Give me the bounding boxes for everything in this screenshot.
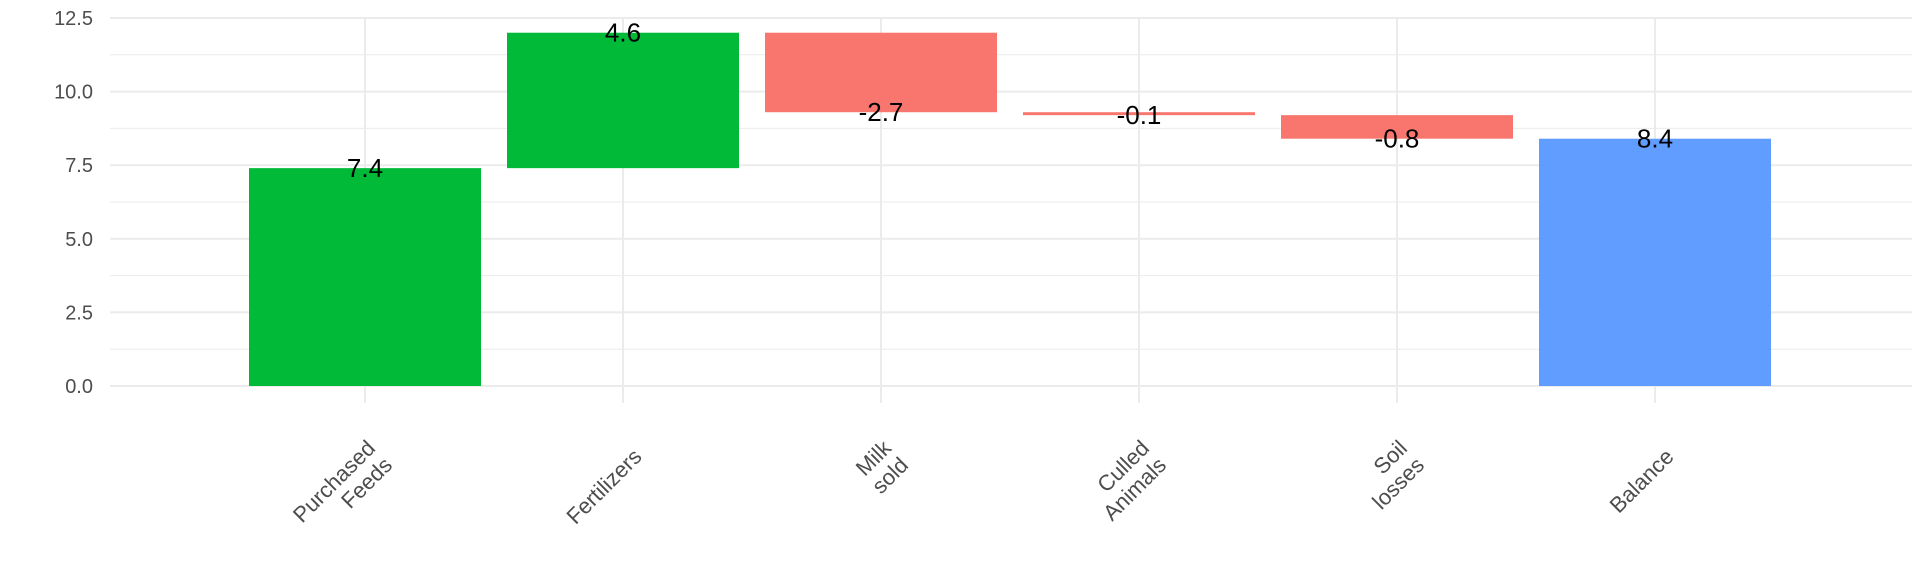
waterfall-bar xyxy=(1281,115,1513,139)
x-tick-label: Milksold xyxy=(850,435,914,499)
bars xyxy=(249,32,1771,386)
x-tick-label: Soillosses xyxy=(1350,435,1429,514)
y-tick-label: 12.5 xyxy=(54,8,93,30)
x-tick-label: CulledAnimals xyxy=(1081,435,1171,525)
svg-text:CulledAnimals: CulledAnimals xyxy=(1081,435,1171,525)
svg-text:Milksold: Milksold xyxy=(850,435,914,499)
waterfall-bar xyxy=(249,168,481,386)
x-axis-ticks: PurchasedFeeds Fertilizers Milksold CulledA… xyxy=(288,435,1679,544)
y-tick-label: 0.0 xyxy=(65,376,93,398)
svg-text:Balance: Balance xyxy=(1605,444,1679,518)
y-tick-label: 5.0 xyxy=(65,229,93,251)
svg-text:Soillosses: Soillosses xyxy=(1350,435,1429,514)
y-axis-ticks: 0.0 2.5 5.0 7.5 10.0 12.5 xyxy=(54,8,93,398)
data-label: 7.4 xyxy=(347,153,383,183)
svg-text:PurchasedFeeds: PurchasedFeeds xyxy=(288,435,397,544)
data-label: -0.1 xyxy=(1117,100,1162,130)
waterfall-bar xyxy=(507,32,739,169)
waterfall-bar xyxy=(765,32,997,113)
y-tick-label: 7.5 xyxy=(65,155,93,177)
y-tick-label: 10.0 xyxy=(54,82,93,104)
x-tick-label: Balance xyxy=(1605,444,1679,518)
x-tick-label: PurchasedFeeds xyxy=(288,435,397,544)
data-label: 8.4 xyxy=(1637,124,1673,154)
y-tick-label: 2.5 xyxy=(65,302,93,324)
data-label: -2.7 xyxy=(859,97,904,127)
waterfall-bar xyxy=(1539,138,1771,386)
data-label: -0.8 xyxy=(1375,124,1420,154)
x-tick-label: Fertilizers xyxy=(561,444,646,529)
data-label: 4.6 xyxy=(605,18,641,48)
svg-text:Fertilizers: Fertilizers xyxy=(561,444,646,529)
data-labels: 7.4 4.6 -2.7 -0.1 -0.8 8.4 xyxy=(347,18,1673,183)
waterfall-bar xyxy=(1023,112,1255,116)
